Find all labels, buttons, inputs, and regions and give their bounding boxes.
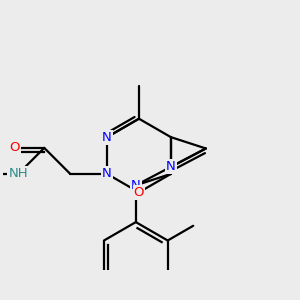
Text: N: N xyxy=(131,179,141,192)
Text: NH: NH xyxy=(8,167,28,180)
Text: O: O xyxy=(10,141,20,154)
Text: N: N xyxy=(166,160,176,173)
Text: O: O xyxy=(134,186,144,199)
Text: N: N xyxy=(102,130,112,144)
Text: N: N xyxy=(102,167,112,180)
